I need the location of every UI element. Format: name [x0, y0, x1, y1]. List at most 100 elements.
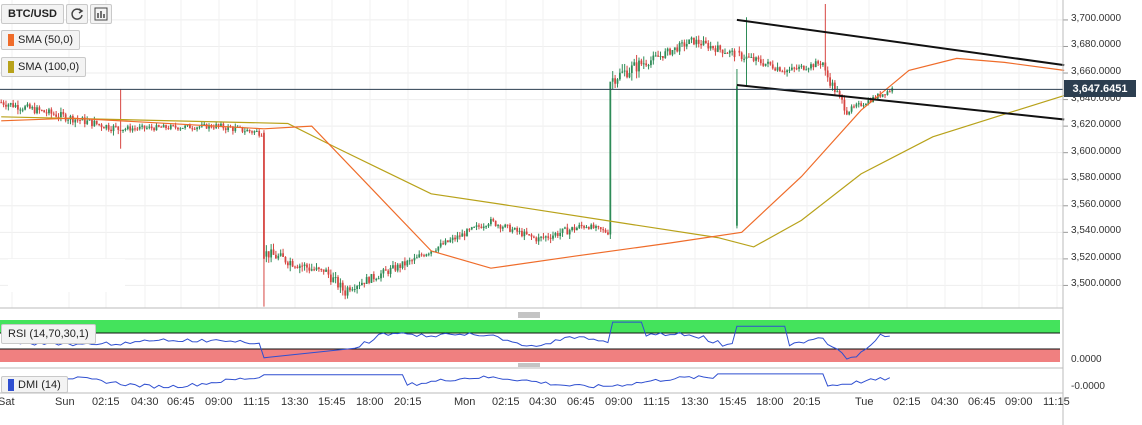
time-tick-label: 02:15 — [492, 396, 520, 408]
candle-body — [270, 249, 273, 258]
candle-body — [196, 127, 198, 130]
candle-body — [583, 226, 585, 228]
symbol-label[interactable]: BTC/USD — [1, 4, 64, 24]
candle-body — [853, 106, 855, 108]
candle-body — [349, 287, 351, 291]
candle-body — [764, 63, 767, 66]
candle-body — [571, 227, 574, 231]
candle-body — [220, 123, 222, 126]
candle-body — [470, 227, 473, 230]
candle-body — [776, 67, 779, 71]
candle-body — [217, 124, 220, 126]
candle-body — [83, 117, 86, 124]
refresh-icon[interactable] — [65, 4, 88, 24]
candle-body — [248, 129, 251, 132]
dmi-legend[interactable]: DMI (14) — [1, 376, 68, 393]
candle-body — [506, 224, 509, 226]
candle-body — [36, 107, 38, 114]
candle-body — [726, 52, 729, 54]
candle-body — [664, 51, 667, 58]
candle-body — [179, 128, 182, 130]
candle-body — [762, 63, 765, 66]
candle-body — [389, 267, 392, 274]
candle-body — [485, 226, 488, 228]
candle-body — [661, 56, 664, 58]
bar-chart-icon[interactable] — [89, 4, 112, 24]
candle-body — [310, 269, 313, 271]
sma50-legend[interactable]: SMA (50,0) — [1, 30, 81, 50]
candle-body — [800, 65, 803, 67]
candle-body — [212, 127, 215, 129]
candle-body — [611, 78, 614, 82]
candle-body — [282, 253, 284, 257]
toolbar: BTC/USD — [1, 4, 112, 24]
candle-body — [580, 224, 583, 227]
candle-body — [392, 265, 394, 268]
candle-body — [332, 277, 335, 283]
candle-body — [124, 128, 127, 130]
candle-body — [478, 225, 480, 227]
candle-body — [690, 37, 693, 40]
candle-body — [810, 64, 812, 69]
candle-body — [263, 132, 265, 259]
candle-body — [540, 236, 542, 238]
candle-body — [17, 105, 19, 110]
candle-body — [138, 126, 141, 129]
candle-body — [454, 237, 456, 240]
rsi-line — [1, 321, 890, 360]
candle-body — [91, 119, 93, 127]
candle-body — [604, 229, 607, 233]
candle-body — [361, 282, 363, 286]
time-tick-label: 06:45 — [968, 396, 996, 408]
candle-body — [148, 126, 151, 128]
price-tick-label: 3,540.0000 — [1071, 225, 1122, 237]
dmi-value-label: -0.0000 — [1071, 381, 1105, 392]
candle-body — [817, 61, 820, 64]
sma100-legend[interactable]: SMA (100,0) — [1, 57, 87, 77]
candle-body — [482, 226, 485, 228]
rsi-legend[interactable]: RSI (14,70,30,1) — [1, 324, 96, 344]
candle-body — [353, 289, 356, 291]
candle-body — [597, 226, 600, 228]
candle-body — [119, 129, 122, 132]
time-tick-label: 04:30 — [131, 396, 159, 408]
candle-body — [532, 236, 535, 238]
candle-body — [444, 240, 447, 245]
candle-body — [351, 289, 354, 291]
candle-body — [704, 40, 707, 43]
candle-body — [865, 104, 867, 106]
candle-body — [640, 60, 643, 65]
candle-body — [537, 237, 540, 242]
candle-body — [103, 127, 105, 129]
sma100-swatch — [8, 61, 14, 73]
candle-body — [0, 102, 3, 104]
candle-body — [618, 72, 621, 80]
candle-body — [466, 229, 468, 237]
time-tick-label: 20:15 — [793, 396, 821, 408]
candle-body — [320, 268, 323, 270]
candle-body — [344, 290, 347, 296]
candle-body — [767, 61, 769, 64]
candle-body — [52, 113, 55, 115]
candle-body — [415, 257, 418, 259]
candle-body — [21, 109, 24, 111]
candle-body — [19, 109, 22, 111]
candle-body — [621, 71, 624, 73]
candle-body — [475, 225, 478, 227]
candle-body — [43, 110, 46, 113]
candle-body — [714, 48, 717, 52]
candle-body — [628, 73, 631, 78]
candle-body — [67, 119, 69, 121]
candle-body — [122, 129, 124, 132]
candle-body — [100, 124, 103, 128]
candle-body — [401, 261, 404, 268]
candle-body — [45, 112, 48, 114]
candle-body — [153, 128, 155, 131]
candle-body — [110, 129, 112, 132]
candle-body — [368, 277, 370, 283]
candle-body — [501, 227, 504, 229]
candle-body — [578, 224, 581, 228]
candle-body — [322, 269, 325, 272]
